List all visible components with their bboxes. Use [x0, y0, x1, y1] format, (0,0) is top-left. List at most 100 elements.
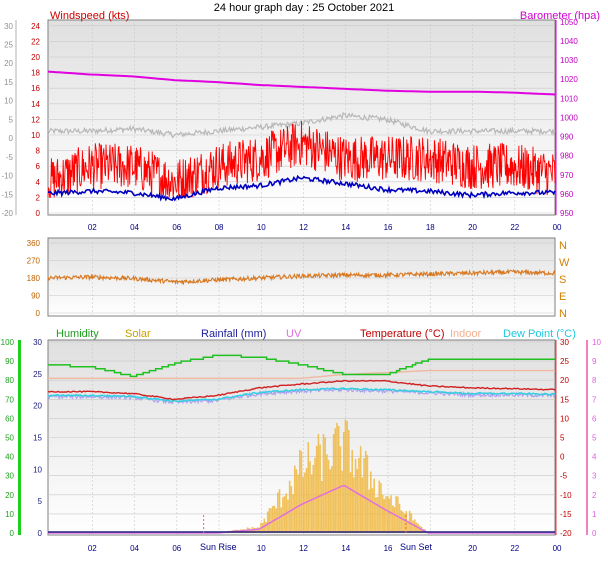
y-tick-label: 0: [10, 529, 15, 538]
y-tick-label: 15: [4, 78, 13, 87]
x-tick-label: 02: [88, 223, 97, 232]
y-tick-label: 5: [38, 497, 43, 506]
y-tick-label: 8: [36, 147, 41, 156]
direction-label: W: [559, 257, 570, 269]
humidity-line: [48, 354, 555, 378]
y-tick-label: 80: [5, 376, 14, 385]
y-tick-label: 30: [5, 472, 14, 481]
x-tick-label: 18: [426, 223, 435, 232]
y-tick-label: 18: [31, 69, 40, 78]
direction-label: N: [559, 308, 567, 320]
direction-label: N: [559, 240, 567, 252]
y-tick-label: 14: [31, 100, 40, 109]
y-tick-label: 20: [4, 59, 13, 68]
y-tick-label: 3: [592, 472, 597, 481]
y-tick-label: 990: [560, 133, 574, 142]
y-tick-label: 30: [33, 338, 42, 347]
y-tick-label: 30: [560, 338, 569, 347]
legend-solar: Solar: [125, 328, 151, 340]
y-tick-label: 1040: [560, 37, 578, 46]
y-tick-label: 0: [9, 134, 14, 143]
y-tick-label: 9: [592, 357, 597, 366]
y-tick-label: 8: [592, 376, 597, 385]
y-tick-label: 12: [31, 115, 40, 124]
x-tick-label: 22: [510, 544, 519, 553]
y-tick-label: 22: [31, 37, 40, 46]
x-tick-label: 14: [341, 223, 350, 232]
y-tick-label: 7: [592, 395, 597, 404]
y-tick-label: 950: [560, 209, 574, 218]
y-tick-label: -15: [560, 510, 572, 519]
y-tick-label: 25: [560, 357, 569, 366]
barometer-label: Barometer (hpa): [520, 10, 600, 22]
y-tick-label: -20: [560, 529, 572, 538]
legend-indoor: Indoor: [450, 328, 482, 340]
y-tick-label: -10: [1, 172, 13, 181]
x-tick-label: 02: [88, 544, 97, 553]
y-tick-label: 0: [36, 209, 41, 218]
y-tick-label: 30: [4, 22, 13, 31]
legend-humidity: Humidity: [56, 328, 99, 340]
y-tick-label: 1010: [560, 94, 578, 103]
x-tick-label: 16: [384, 223, 393, 232]
y-tick-label: 1030: [560, 56, 578, 65]
y-tick-label: 1000: [560, 113, 578, 122]
x-tick-label: 06: [172, 544, 181, 553]
y-tick-label: 1050: [560, 18, 578, 27]
legend-rainfall: Rainfall (mm): [201, 328, 266, 340]
y-tick-label: -15: [1, 190, 13, 199]
x-tick-label: 10: [257, 223, 266, 232]
humidity-axis-bar: [18, 340, 21, 535]
x-tick-label: 04: [130, 223, 139, 232]
y-tick-label: 5: [592, 434, 597, 443]
y-tick-label: 960: [560, 190, 574, 199]
y-tick-label: 4: [592, 453, 597, 462]
x-tick-label: 06: [172, 223, 181, 232]
direction-label: E: [559, 291, 566, 303]
y-tick-label: 10: [5, 510, 14, 519]
y-tick-label: 0: [592, 529, 597, 538]
y-tick-label: -5: [560, 472, 568, 481]
y-tick-label: 2: [36, 193, 41, 202]
y-tick-label: 25: [33, 370, 42, 379]
y-tick-label: 20: [33, 402, 42, 411]
x-tick-label: 22: [510, 223, 519, 232]
y-tick-label: 6: [36, 162, 41, 171]
x-tick-label: 08: [215, 223, 224, 232]
uv-line: [48, 484, 555, 534]
x-tick-label: 20: [468, 223, 477, 232]
wind-direction-line: [47, 268, 556, 286]
windspeed-label: Windspeed (kts): [50, 10, 129, 22]
y-tick-label: 270: [27, 257, 41, 266]
y-tick-label: 90: [5, 357, 14, 366]
x-tick-label: 20: [468, 544, 477, 553]
legend-uv: UV: [286, 328, 302, 340]
y-tick-label: 40: [5, 453, 14, 462]
uv-axis-bar: [586, 340, 588, 535]
y-tick-label: 10: [4, 97, 13, 106]
y-tick-label: 5: [560, 434, 565, 443]
windspeed-line: [47, 120, 556, 198]
y-tick-label: 90: [31, 292, 40, 301]
y-tick-label: 15: [33, 434, 42, 443]
y-tick-label: 15: [560, 395, 569, 404]
x-tick-label: 00: [553, 223, 562, 232]
x-tick-label: 00: [553, 544, 562, 553]
y-tick-label: 20: [31, 53, 40, 62]
y-tick-label: 0: [36, 309, 41, 318]
y-tick-label: 60: [5, 414, 14, 423]
direction-label: S: [559, 274, 566, 286]
y-tick-label: 180: [27, 274, 41, 283]
indoor-line: [48, 369, 555, 379]
y-tick-label: 24: [31, 22, 40, 31]
y-tick-label: 2: [592, 491, 597, 500]
y-tick-label: 10: [33, 465, 42, 474]
sun-rise-label: Sun Rise: [200, 542, 237, 552]
x-tick-label: 12: [299, 223, 308, 232]
y-tick-label: 4: [36, 178, 41, 187]
y-tick-label: 6: [592, 414, 597, 423]
x-tick-label: 04: [130, 544, 139, 553]
y-tick-label: 1: [592, 510, 597, 519]
y-tick-label: 980: [560, 152, 574, 161]
